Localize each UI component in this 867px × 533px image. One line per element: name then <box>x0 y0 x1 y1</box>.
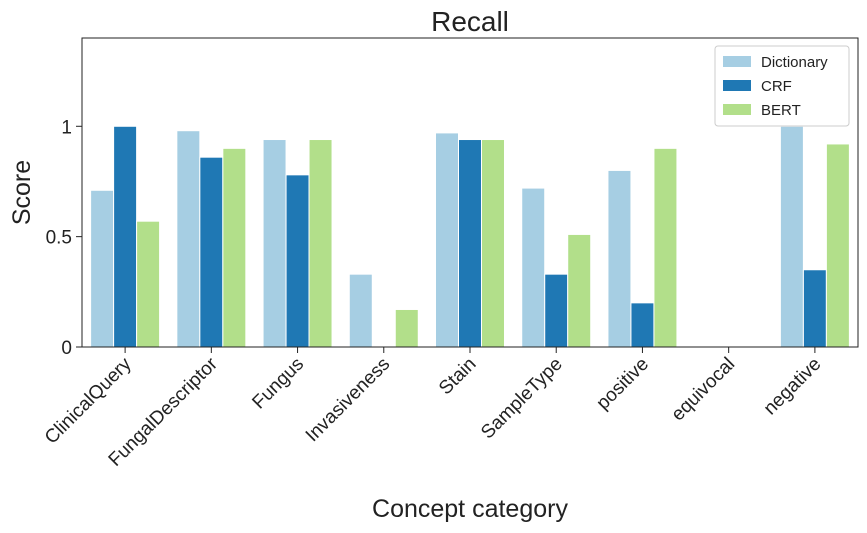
chart-title: Recall <box>431 6 509 37</box>
x-tick-label: Stain <box>435 354 480 399</box>
x-axis-label: Concept category <box>372 495 568 523</box>
legend-swatch-bert <box>723 104 751 115</box>
bar-dictionary-negative <box>779 125 804 348</box>
bar-crf-clinical-query <box>113 125 138 348</box>
bar-dictionary-clinical-query <box>90 189 115 348</box>
bar-bert-invasiveness <box>394 308 419 348</box>
x-tick-label: SampleType <box>477 354 567 444</box>
bar-dictionary-positive <box>607 169 632 348</box>
bar-bert-stain <box>480 139 505 348</box>
x-tick-label: Fungus <box>248 354 308 414</box>
x-tick-label: equivocal <box>668 354 740 426</box>
y-axis-label: Score <box>8 160 36 225</box>
x-tick-label: Invasiveness <box>302 354 395 447</box>
bar-crf-fungus <box>285 174 310 348</box>
x-tick-label: ClinicalQuery <box>41 353 136 448</box>
bar-crf-sample-type <box>544 273 569 348</box>
y-axis-ticks: 00.51 <box>46 117 82 359</box>
bar-crf-negative <box>802 269 827 348</box>
bar-bert-positive <box>653 147 678 348</box>
legend-label-dictionary: Dictionary <box>761 54 828 71</box>
legend-label-bert: BERT <box>761 102 801 119</box>
bar-crf-positive <box>630 302 655 348</box>
y-tick-label: 1 <box>61 117 72 138</box>
y-tick-label: 0.5 <box>46 228 72 249</box>
bar-dictionary-fungal-descriptor <box>176 130 201 348</box>
bar-bert-negative <box>825 143 850 348</box>
legend: Dictionary CRF BERT <box>714 45 850 127</box>
bar-dictionary-fungus <box>262 139 287 348</box>
x-tick-label: negative <box>760 354 826 420</box>
bar-bert-fungal-descriptor <box>222 147 247 348</box>
bar-bert-clinical-query <box>136 220 161 348</box>
x-tick-label: positive <box>593 354 653 414</box>
legend-label-crf: CRF <box>761 78 792 95</box>
legend-swatch-dictionary <box>723 56 751 67</box>
legend-swatch-crf <box>723 80 751 91</box>
bar-dictionary-invasiveness <box>348 273 373 348</box>
bar-crf-stain <box>458 139 482 348</box>
y-tick-label: 0 <box>61 338 72 359</box>
bar-bert-sample-type <box>567 233 592 348</box>
bar-dictionary-sample-type <box>521 187 546 348</box>
bar-crf-fungal-descriptor <box>199 156 224 348</box>
plot-frame <box>81 37 859 348</box>
bar-dictionary-stain <box>435 132 460 348</box>
bar-bert-fungus <box>308 139 333 348</box>
bars-group <box>90 125 850 348</box>
